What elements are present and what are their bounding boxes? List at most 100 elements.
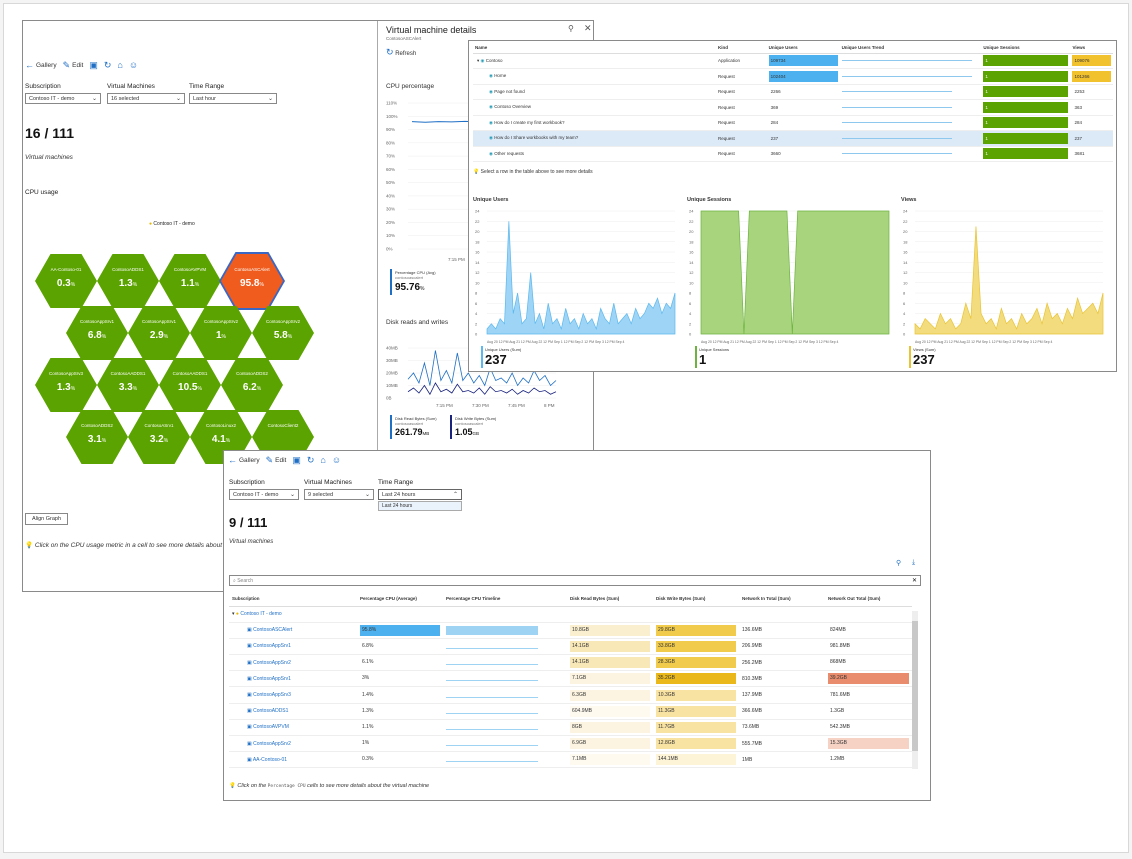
close-icon[interactable]: ✕ <box>584 23 592 33</box>
hex-cell-aa-contoso-01[interactable]: AA-Contoso-01 0.3% <box>35 254 97 308</box>
smiley-icon[interactable]: ☺ <box>331 455 342 465</box>
table-row[interactable]: ▣ ContosoAppSrv1 6.8% 14.1GB 33.8GB 206.9MB 9… <box>229 638 912 656</box>
column-header[interactable]: Percentage CPU Timeline <box>443 592 567 607</box>
column-header[interactable]: Percentage CPU (Average) <box>357 592 443 607</box>
table-row[interactable]: ▣ ContosoADDS1 1.3% 604.9MB 11.3GB 366.6MB 1.… <box>229 703 912 720</box>
cpu-average-cell[interactable]: 3% <box>357 670 443 688</box>
cpu-average-cell[interactable]: 6.1% <box>357 654 443 672</box>
vm-name-link[interactable]: ContosoASCAlert <box>253 627 293 634</box>
save-icon[interactable]: ▣ <box>292 455 301 465</box>
table-row[interactable]: ▣ ContosoAppSrv1 3% 7.1GB 35.2GB 810.3MB 39.2… <box>229 670 912 688</box>
pin-icon[interactable]: ⚲ <box>896 560 902 567</box>
cpu-average-cell[interactable]: 1.1% <box>357 719 443 737</box>
vm-name-cell[interactable]: ▣ ContosoAVPVM <box>229 719 357 737</box>
hex-cpu-value[interactable]: 1.3% <box>35 382 97 393</box>
clear-search-icon[interactable]: ✕ <box>911 578 917 584</box>
expand-icon[interactable]: ▾ <box>477 57 481 63</box>
hex-cell-contosoasrv1[interactable]: ContosoASrv1 3.2% <box>128 410 190 464</box>
vm-name-cell[interactable]: ▣ ContosoAppSrv3 <box>229 686 357 704</box>
pin-icon[interactable]: ⌂ <box>320 455 326 465</box>
cpu-average-cell[interactable]: 95.8% <box>357 622 443 639</box>
hex-cpu-value[interactable]: 5.8% <box>252 330 314 341</box>
table-row[interactable]: ▾ ◉ Contoso Application 109734 1 109076 <box>473 53 1113 69</box>
hex-cpu-value[interactable]: 6.2% <box>221 382 283 393</box>
group-name[interactable]: Contoso IT - demo <box>240 611 282 618</box>
vm-name-cell[interactable]: ▣ ContosoADDS1 <box>229 703 357 720</box>
edit-button[interactable]: ✎ Edit <box>62 60 84 70</box>
column-header[interactable]: Unique Users <box>766 43 840 54</box>
hex-cell-contosoappsrv2[interactable]: ContosoAppSrv2 1% <box>190 306 252 360</box>
hex-cpu-value[interactable]: 4.1% <box>190 434 252 445</box>
cpu-average-cell[interactable]: 1.4% <box>357 686 443 704</box>
column-header[interactable]: Unique Users Trend <box>839 43 982 54</box>
name-cell[interactable]: ◉ Contoso Overview <box>473 99 717 116</box>
gallery-button[interactable]: ← Gallery <box>25 60 57 70</box>
vm-name-cell[interactable]: ▣ ContosoASCAlert <box>229 622 357 639</box>
vm-name-cell[interactable]: ▣ ContosoAppSrv2 <box>229 654 357 672</box>
column-header[interactable]: Kind <box>716 43 767 54</box>
name-cell[interactable]: ▾ ◉ Contoso <box>473 53 717 69</box>
hex-cpu-value[interactable]: 1% <box>190 330 252 341</box>
save-icon[interactable]: ▣ <box>89 60 98 70</box>
table-row[interactable]: ▣ ContosoAppSrv2 1% 6.9GB 12.8GB 555.7MB 15.3… <box>229 735 912 753</box>
hex-cpu-value[interactable]: 1.3% <box>97 278 159 289</box>
vms-dropdown[interactable]: 9 selected ⌄ <box>304 489 374 500</box>
refresh-icon[interactable]: ↻ <box>103 60 112 70</box>
time-range-dropdown[interactable]: Last hour ⌄ <box>189 93 277 104</box>
group-row[interactable]: ▾ ● Contoso IT - demo <box>229 606 912 623</box>
scrollbar-thumb[interactable] <box>912 621 918 751</box>
refresh-icon[interactable]: ↻ <box>306 455 315 465</box>
smiley-icon[interactable]: ☺ <box>128 60 139 70</box>
hex-cpu-value[interactable]: 95.8% <box>221 278 283 289</box>
column-header[interactable]: Name <box>473 43 717 54</box>
cpu-average-cell[interactable]: 1.3% <box>357 703 443 720</box>
hex-cpu-value[interactable]: 2.9% <box>128 330 190 341</box>
cpu-average-cell[interactable]: 0.3% <box>357 751 443 769</box>
vm-name-link[interactable]: ContosoAppSrv1 <box>253 643 291 650</box>
hex-cpu-value[interactable]: 1.1% <box>159 278 221 289</box>
gallery-button[interactable]: ← Gallery <box>228 455 260 465</box>
name-cell[interactable]: ◉ How do I Share workbooks with my team? <box>473 130 717 147</box>
table-row[interactable]: ▣ ContosoAppSrv2 6.1% 14.1GB 28.3GB 256.2MB 8… <box>229 654 912 672</box>
table-row[interactable]: ◉ How do I create my first workbook? Requ… <box>473 115 1113 131</box>
name-cell[interactable]: ◉ Page not found <box>473 84 717 100</box>
refresh-button[interactable]: ↻ Refresh <box>386 47 417 58</box>
hex-cpu-value[interactable]: 3.1% <box>66 434 128 445</box>
hex-cell-contosoappsrv3[interactable]: ContosoAppSrv3 1.3% <box>35 358 97 412</box>
search-box[interactable]: ⌕ Search ✕ <box>229 575 921 586</box>
hex-cell-contosoadds2[interactable]: ContosoADDS2 3.1% <box>66 410 128 464</box>
align-graph-button[interactable]: Align Graph <box>25 513 69 525</box>
vm-name-link[interactable]: ContosoAVPVM <box>253 724 289 731</box>
vm-name-cell[interactable]: ▣ ContosoAppSrv2 <box>229 735 357 753</box>
table-row[interactable]: ▣ ContosoAppSrv3 1.4% 6.3GB 10.3GB 137.9MB 78… <box>229 686 912 704</box>
name-cell[interactable]: ◉ Home <box>473 68 717 85</box>
column-header[interactable]: Network Out Total (Sum) <box>825 592 912 607</box>
pin-icon[interactable]: ⌂ <box>117 60 123 70</box>
table-row[interactable]: ◉ Home Request 102404 1 101266 <box>473 68 1113 85</box>
cpu-average-cell[interactable]: 6.8% <box>357 638 443 656</box>
table-row[interactable]: ▣ ContosoAVPVM 1.1% 8GB 11.7GB 73.6MB 542.3MB <box>229 719 912 737</box>
hex-cell-contosoaadds1[interactable]: ContosoAADDS1 3.3% <box>97 358 159 412</box>
cpu-average-cell[interactable]: 1% <box>357 735 443 753</box>
edit-button[interactable]: ✎ Edit <box>265 455 287 465</box>
column-header[interactable]: Network In Total (Sum) <box>739 592 825 607</box>
table-row[interactable]: ◉ Contoso Overview Request 369 1 363 <box>473 99 1113 116</box>
time-range-option[interactable]: Last 24 hours <box>378 501 462 511</box>
hex-cpu-value[interactable]: 0.3% <box>35 278 97 289</box>
hex-cell-contosoadds1[interactable]: ContosoADDS1 1.3% <box>97 254 159 308</box>
group-cell[interactable]: ▾ ● Contoso IT - demo <box>229 606 912 623</box>
column-header[interactable]: Subscription <box>229 592 357 607</box>
table-row[interactable]: ▣ ContosoASCAlert 95.8% 10.8GB 29.8GB 136.6M… <box>229 622 912 639</box>
name-cell[interactable]: ◉ How do I create my first workbook? <box>473 115 717 131</box>
vm-name-link[interactable]: ContosoAppSrv3 <box>253 692 291 699</box>
vm-name-link[interactable]: ContosoADDS1 <box>253 708 289 715</box>
vm-name-link[interactable]: ContosoAppSrv1 <box>253 675 291 682</box>
hex-cell-contosoadds2[interactable]: ContosoADDS2 6.2% <box>221 358 283 412</box>
hex-cell-contosoavpvm[interactable]: ContosoAVPVM 1.1% <box>159 254 221 308</box>
hex-cpu-value[interactable]: 3.3% <box>97 382 159 393</box>
subscription-dropdown[interactable]: Contoso IT - demo ⌄ <box>25 93 101 104</box>
column-header[interactable]: Views <box>1070 43 1113 54</box>
column-header[interactable]: Unique Sessions <box>981 43 1071 54</box>
table-scrollbar[interactable] <box>912 611 918 769</box>
pin-blade-icon[interactable]: ⚲ <box>568 24 574 33</box>
